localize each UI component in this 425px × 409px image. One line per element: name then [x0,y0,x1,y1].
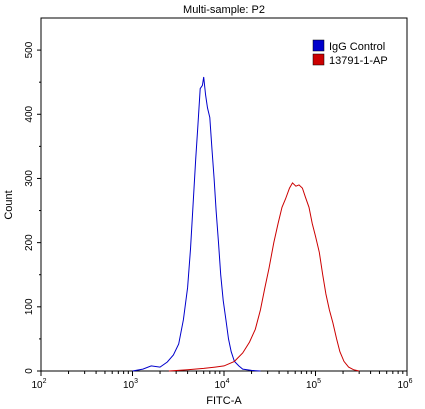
legend-label: 13791-1-AP [329,55,388,67]
chart-title: Multi-sample: P2 [183,4,265,16]
x-axis-label: FITC-A [206,395,242,407]
legend-label: IgG Control [329,41,385,53]
x-tick-label: 105 [306,378,321,391]
y-tick-label: 500 [24,41,35,58]
legend-swatch [312,39,325,52]
y-tick-label: 200 [24,234,35,251]
y-tick-label: 100 [24,298,35,315]
plot-area [40,17,408,372]
y-tick-label: 0 [24,368,35,374]
legend-swatch [312,53,325,66]
x-tick-label: 103 [123,378,138,391]
y-tick-label: 400 [24,105,35,122]
y-axis-label: Count [3,190,15,219]
y-tick-label: 300 [24,170,35,187]
legend: IgG Control 13791-1-AP [312,39,388,67]
x-tick-label: 106 [397,378,412,391]
x-axis: 102 103 104 105 106 [31,371,413,391]
y-axis: 0 100 200 300 400 500 [24,41,41,374]
x-tick-label: 104 [214,378,229,391]
series-layer [132,76,360,372]
series-line-13791-1-ap [168,182,360,372]
x-tick-label: 102 [31,378,46,391]
series-line-igg-control [132,76,261,372]
